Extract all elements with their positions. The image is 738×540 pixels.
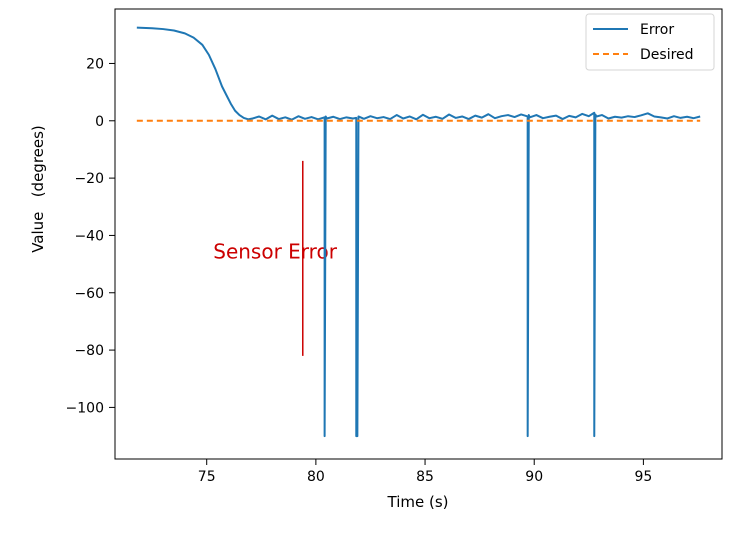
y-tick-label: −100 (66, 400, 104, 416)
y-tick-label: −20 (74, 171, 104, 187)
x-tick-label: 85 (416, 469, 434, 485)
x-tick-label: 75 (198, 469, 216, 485)
y-tick-label: −40 (74, 228, 104, 244)
plot-area (115, 9, 722, 459)
series-layer (136, 26, 701, 438)
y-tick-label: −60 (74, 286, 104, 302)
annotation-layer: Sensor Error (213, 160, 338, 356)
annotation-text: Sensor Error (213, 239, 337, 263)
legend-label-error: Error (640, 22, 674, 38)
legend-label-desired: Desired (640, 47, 694, 63)
y-tick-label: 0 (95, 114, 104, 130)
x-axis-label: Time (s) (387, 493, 449, 511)
x-tick-label: 95 (634, 469, 652, 485)
y-tick-label: 20 (86, 56, 104, 72)
plot-frame (114, 8, 723, 460)
x-tick-label: 80 (307, 469, 325, 485)
x-axis: 75 80 85 90 95 (198, 459, 652, 485)
series-line-error (136, 26, 701, 438)
y-tick-label: −80 (74, 343, 104, 359)
y-axis: 20 0 −20 −40 −60 −80 −100 (66, 56, 115, 416)
y-axis-label: Value (degrees) (29, 125, 47, 253)
legend: Error Desired (585, 13, 715, 71)
x-tick-label: 90 (525, 469, 543, 485)
